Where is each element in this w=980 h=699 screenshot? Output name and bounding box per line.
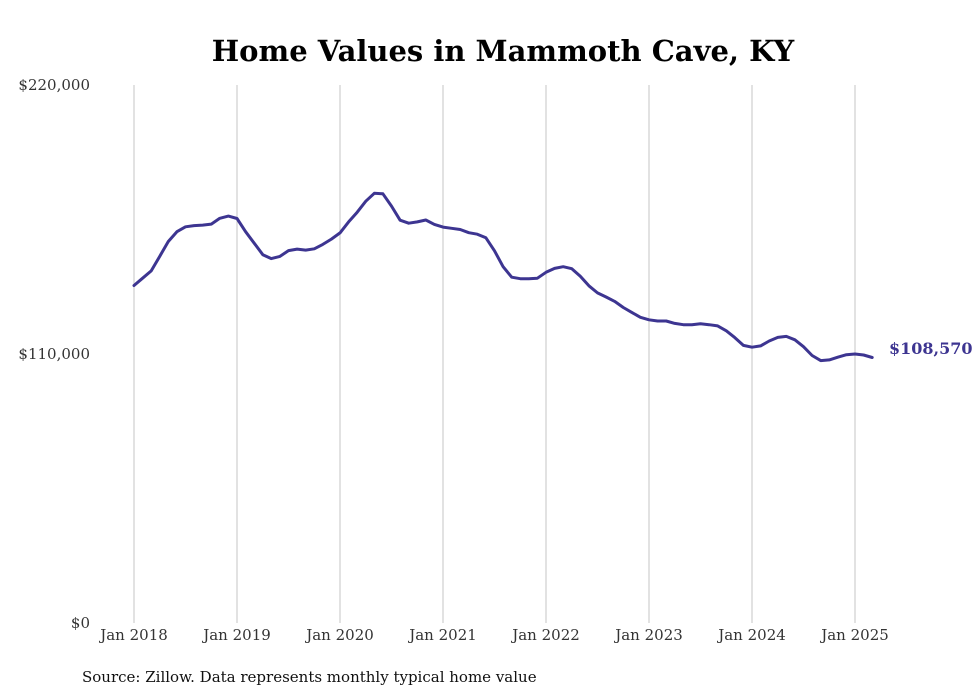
x-tick-label: Jan 2025 [819, 626, 889, 644]
end-value-label: $108,570 [889, 339, 973, 358]
gridlines [133, 85, 856, 623]
x-tick-label: Jan 2019 [201, 626, 271, 644]
y-tick-label: $110,000 [18, 345, 90, 363]
x-tick-label: Jan 2021 [407, 626, 477, 644]
chart-title: Home Values in Mammoth Cave, KY [212, 34, 795, 68]
x-tick-label: Jan 2023 [613, 626, 683, 644]
y-tick-label: $220,000 [18, 76, 90, 94]
x-tick-label: Jan 2024 [716, 626, 786, 644]
series [132, 191, 874, 363]
x-tick-label: Jan 2018 [98, 626, 168, 644]
source-note: Source: Zillow. Data represents monthly … [82, 668, 537, 686]
x-tick-label: Jan 2020 [304, 626, 374, 644]
y-tick-label: $0 [71, 614, 90, 632]
x-tick-label: Jan 2022 [510, 626, 580, 644]
series-line-0 [132, 191, 874, 363]
x-axis-ticks: Jan 2018 Jan 2019 Jan 2020 Jan 2021 Jan 2022… [98, 626, 889, 644]
y-axis-ticks: $0 $110,000 $220,000 [18, 76, 90, 632]
